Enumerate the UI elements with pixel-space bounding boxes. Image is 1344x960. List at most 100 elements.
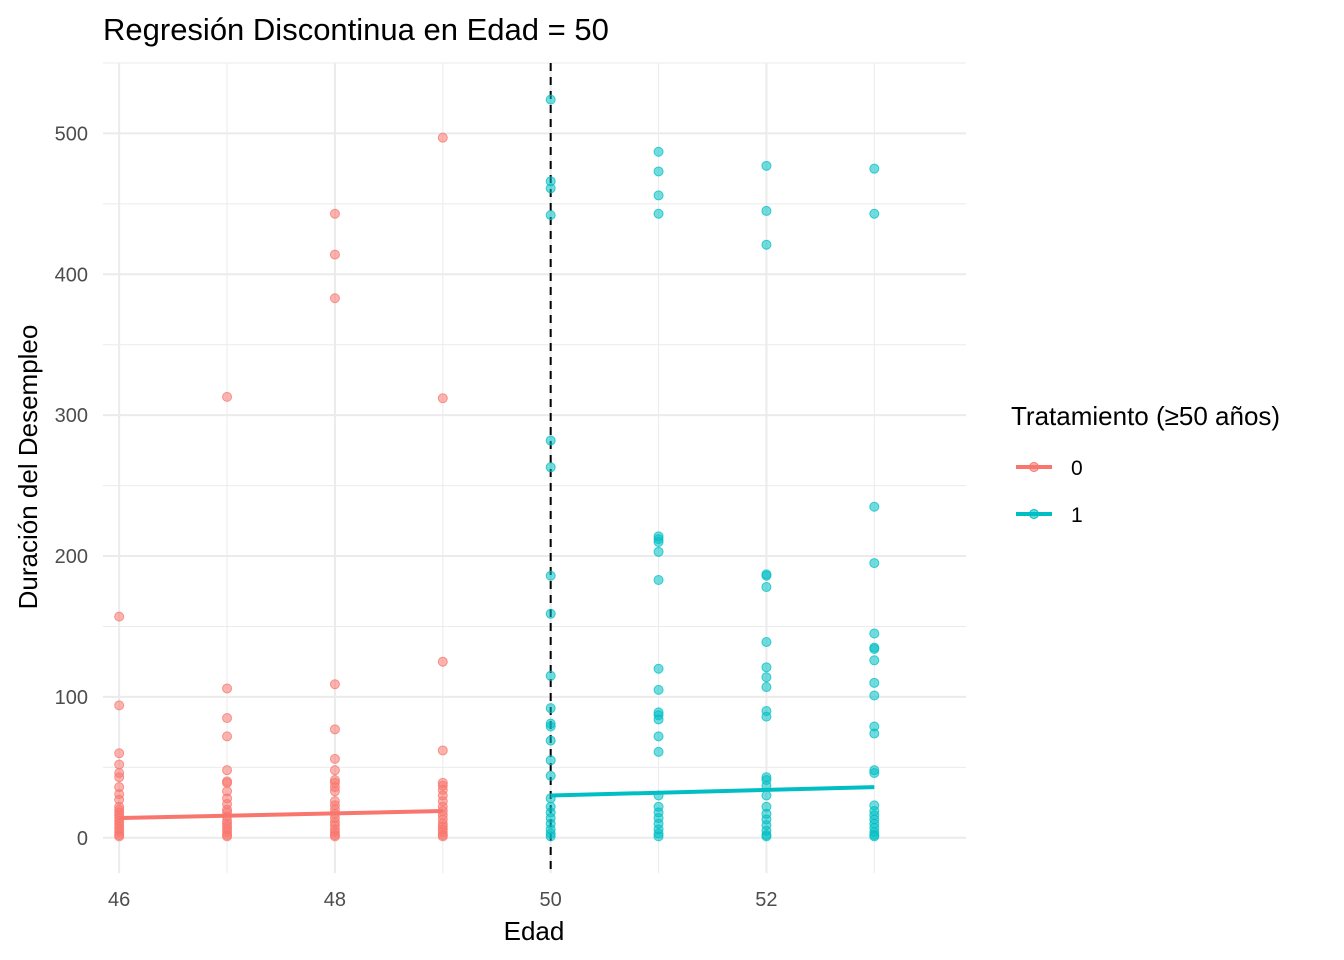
data-point	[653, 831, 664, 842]
legend-label: 1	[1071, 504, 1083, 527]
data-point	[437, 745, 448, 756]
data-point	[653, 166, 664, 177]
data-point	[869, 558, 880, 569]
fit-lines	[119, 785, 875, 821]
data-point	[329, 765, 340, 776]
data-point	[329, 753, 340, 764]
y-tick-label: 100	[55, 687, 88, 709]
x-tick-label: 46	[108, 889, 130, 911]
data-point	[761, 662, 772, 673]
data-point	[437, 393, 448, 404]
data-point	[545, 183, 556, 194]
data-point	[761, 160, 772, 171]
legend-title: Tratamiento (≥50 años)	[1011, 401, 1280, 431]
data-point	[869, 501, 880, 512]
data-point	[437, 831, 448, 842]
data-point	[545, 735, 556, 746]
chart-title: Regresión Discontinua en Edad = 50	[103, 12, 609, 47]
data-point	[761, 790, 772, 801]
data-point	[761, 205, 772, 216]
fit-line	[119, 809, 443, 821]
data-point	[545, 703, 556, 714]
legend-label: 0	[1071, 457, 1083, 480]
data-point	[222, 765, 233, 776]
data-point	[761, 582, 772, 593]
data-point	[329, 249, 340, 260]
data-point	[545, 721, 556, 732]
x-tick-label: 50	[540, 889, 562, 911]
data-point	[114, 772, 125, 783]
data-point	[437, 132, 448, 143]
legend-key-point	[1029, 509, 1039, 519]
data-point	[653, 190, 664, 201]
data-point	[545, 435, 556, 446]
data-point	[653, 536, 664, 547]
x-tick-label: 48	[324, 889, 346, 911]
y-tick-label: 0	[77, 828, 88, 850]
y-tick-label: 400	[55, 264, 88, 286]
fit-line	[550, 785, 875, 798]
data-point	[869, 677, 880, 688]
data-point	[761, 239, 772, 250]
y-tick-label: 500	[55, 123, 88, 145]
data-point	[329, 831, 340, 842]
data-point	[545, 755, 556, 766]
data-point	[761, 711, 772, 722]
data-point	[761, 831, 772, 842]
data-point	[653, 714, 664, 725]
data-point	[222, 391, 233, 402]
data-point	[869, 690, 880, 701]
data-point	[761, 636, 772, 647]
data-point	[222, 683, 233, 694]
data-point	[869, 767, 880, 778]
data-point	[222, 831, 233, 842]
data-point	[114, 759, 125, 770]
data-point	[437, 656, 448, 667]
data-point	[653, 731, 664, 742]
data-point	[653, 663, 664, 674]
data-point	[653, 146, 664, 157]
data-point	[545, 462, 556, 473]
data-point	[545, 770, 556, 781]
data-point	[869, 655, 880, 666]
data-point	[329, 293, 340, 304]
data-point	[222, 731, 233, 742]
data-point	[761, 570, 772, 581]
data-point	[329, 786, 340, 797]
x-tick-label: 52	[755, 889, 777, 911]
data-point	[114, 831, 125, 842]
data-point	[114, 748, 125, 759]
data-point	[545, 831, 556, 842]
data-point	[653, 684, 664, 695]
data-point	[545, 94, 556, 105]
data-point	[545, 570, 556, 581]
data-point	[761, 682, 772, 693]
data-point	[222, 713, 233, 724]
data-point	[114, 611, 125, 622]
data-point	[114, 700, 125, 711]
data-point	[653, 546, 664, 557]
y-tick-label: 300	[55, 405, 88, 427]
data-point	[222, 777, 233, 788]
y-tick-label: 200	[55, 546, 88, 568]
data-point	[869, 644, 880, 655]
x-tick-labels: 46 48 50 52	[108, 889, 778, 911]
data-point	[869, 728, 880, 739]
data-point	[545, 670, 556, 681]
data-point	[653, 574, 664, 585]
data-point	[329, 679, 340, 690]
legend-key-point	[1029, 462, 1039, 472]
data-point	[329, 724, 340, 735]
data-point	[869, 163, 880, 174]
data-point	[761, 672, 772, 683]
data-point	[653, 208, 664, 219]
y-axis-title: Duración del Desempleo	[13, 325, 43, 610]
data-point	[545, 210, 556, 221]
data-point	[869, 208, 880, 219]
legend: Tratamiento (≥50 años) 0 1	[1011, 401, 1280, 527]
data-point	[653, 746, 664, 757]
y-tick-labels: 0 100 200 300 400 500	[55, 123, 88, 849]
data-point	[869, 831, 880, 842]
data-point	[545, 608, 556, 619]
